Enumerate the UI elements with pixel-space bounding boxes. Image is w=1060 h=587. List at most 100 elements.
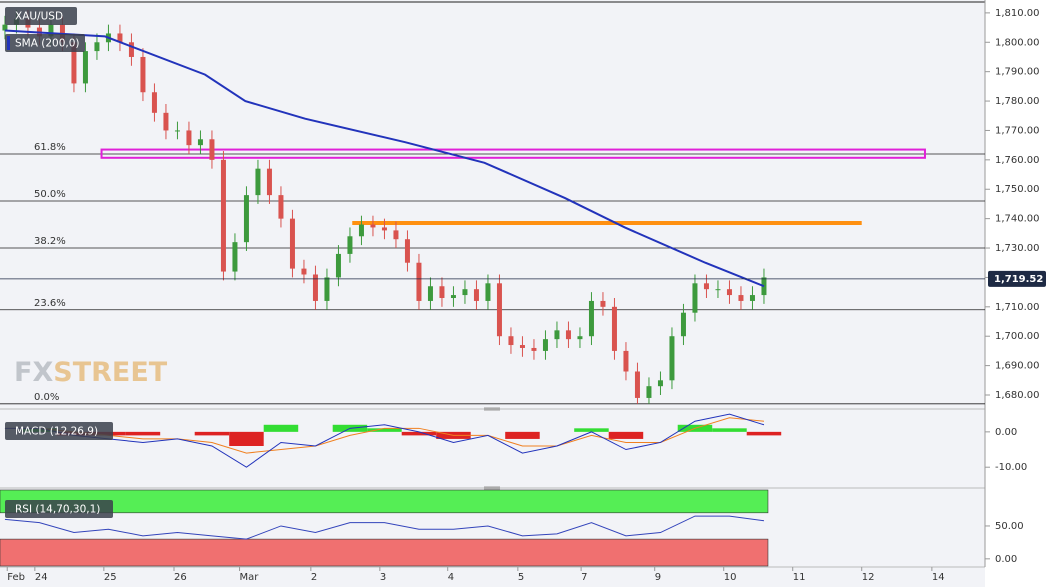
- candle-body: [186, 130, 192, 146]
- candle-body: [542, 339, 548, 351]
- x-tick-label: 2: [311, 572, 317, 583]
- y-tick-label: 1,780.00: [995, 96, 1040, 107]
- histogram-bar: [125, 431, 161, 436]
- candle-body: [669, 336, 675, 381]
- histogram-bar: [746, 431, 782, 436]
- candle-body: [301, 268, 307, 275]
- candle-body: [381, 227, 387, 231]
- candle-body: [2, 24, 8, 31]
- candle-body: [692, 283, 698, 313]
- zone: [100, 148, 926, 159]
- x-tick-label: 10: [724, 572, 737, 583]
- histogram-bar: [367, 428, 402, 432]
- candle-body: [726, 289, 732, 296]
- candle-body: [335, 253, 341, 278]
- x-tick-label: Feb: [7, 572, 25, 583]
- candle-body: [243, 195, 249, 243]
- candle-body: [657, 380, 663, 387]
- watermark-part: FX: [14, 357, 53, 388]
- fib-label: 38.2%: [34, 236, 66, 247]
- histogram-bar: [263, 424, 299, 432]
- signal-line: [4, 417, 765, 454]
- histogram-bar: [229, 431, 264, 446]
- candle-body: [71, 42, 77, 84]
- y-tick-label: 1,750.00: [995, 184, 1040, 195]
- candle-body: [450, 295, 456, 299]
- candle-body: [151, 92, 157, 113]
- legend-box: [5, 422, 113, 440]
- candle-body: [209, 139, 215, 160]
- y-tick-label: 1,690.00: [995, 361, 1040, 372]
- overbought-zone: [0, 489, 769, 514]
- oversold-zone: [0, 538, 769, 567]
- last-price-label: 1,719.52: [994, 274, 1043, 285]
- y-tick-label: 1,770.00: [995, 125, 1040, 136]
- y-tick-label: 1,800.00: [995, 37, 1040, 48]
- candle-body: [312, 274, 318, 301]
- candle-body: [416, 262, 422, 301]
- candle-body: [646, 386, 652, 398]
- candle-body: [82, 51, 88, 84]
- candle-body: [289, 218, 295, 269]
- y-tick-label: 1,760.00: [995, 155, 1040, 166]
- fib-label: 61.8%: [34, 142, 66, 153]
- x-tick-label: 14: [932, 572, 945, 583]
- candle-body: [266, 168, 272, 196]
- candle-body: [623, 350, 629, 372]
- candle-body: [232, 242, 238, 272]
- watermark-part: STREET: [53, 357, 168, 388]
- candle-body: [197, 139, 203, 146]
- histogram-bar: [401, 431, 437, 436]
- x-tick-label: 4: [448, 572, 454, 583]
- x-tick-label: 11: [793, 572, 806, 583]
- legend-label: MACD (12,26,9): [15, 426, 98, 438]
- legend-box: [5, 7, 77, 25]
- legend-box: [5, 500, 113, 518]
- x-tick-label: 26: [174, 572, 187, 583]
- x-tick-label: 5: [518, 572, 524, 583]
- legend-label: XAU/USD: [15, 11, 63, 23]
- rsi-line: [4, 515, 765, 540]
- resize-handle[interactable]: [484, 407, 500, 490]
- y-tick-label: 1,810.00: [995, 8, 1040, 19]
- y-tick-label: 1,700.00: [995, 331, 1040, 342]
- candle-body: [439, 286, 445, 299]
- candle-body: [163, 112, 169, 131]
- x-tick-label: 3: [380, 572, 386, 583]
- candle-body: [588, 300, 594, 337]
- candle-body: [48, 24, 54, 37]
- legend-swatch: [7, 36, 10, 50]
- y-tick-label: 1,740.00: [995, 214, 1040, 225]
- y-tick-label: -10.00: [995, 462, 1027, 473]
- y-tick-label: 50.00: [995, 521, 1024, 532]
- histogram-bar: [608, 431, 644, 439]
- watermark: FXSTREET: [14, 357, 168, 388]
- candle-body: [140, 56, 146, 93]
- candle-body: [680, 312, 686, 337]
- macd-line: [4, 413, 765, 468]
- candle-body: [473, 289, 479, 301]
- legend-box: [5, 34, 85, 52]
- x-tick-label: 9: [655, 572, 661, 583]
- candle-body: [324, 277, 330, 301]
- y-tick-label: 1,730.00: [995, 243, 1040, 254]
- candle-body: [715, 289, 721, 291]
- candle-body: [174, 130, 180, 132]
- candle-body: [703, 283, 709, 290]
- candle-body: [393, 230, 399, 240]
- y-tick-label: 0.00: [995, 554, 1017, 565]
- candle-body: [220, 159, 226, 272]
- candle-body: [508, 336, 514, 346]
- y-tick-label: 1,680.00: [995, 390, 1040, 401]
- fib-label: 50.0%: [34, 189, 66, 200]
- y-tick-label: 0.00: [995, 427, 1017, 438]
- legend-label: SMA (200,0): [15, 38, 80, 50]
- candle-body: [738, 295, 744, 301]
- candle-body: [427, 286, 433, 301]
- fib-label: 23.6%: [34, 298, 66, 309]
- sma-line: [4, 29, 765, 288]
- x-tick-label: Mar: [240, 572, 260, 583]
- candle-body: [370, 224, 376, 228]
- x-tick-label: 25: [104, 572, 117, 583]
- candle-body: [278, 195, 284, 219]
